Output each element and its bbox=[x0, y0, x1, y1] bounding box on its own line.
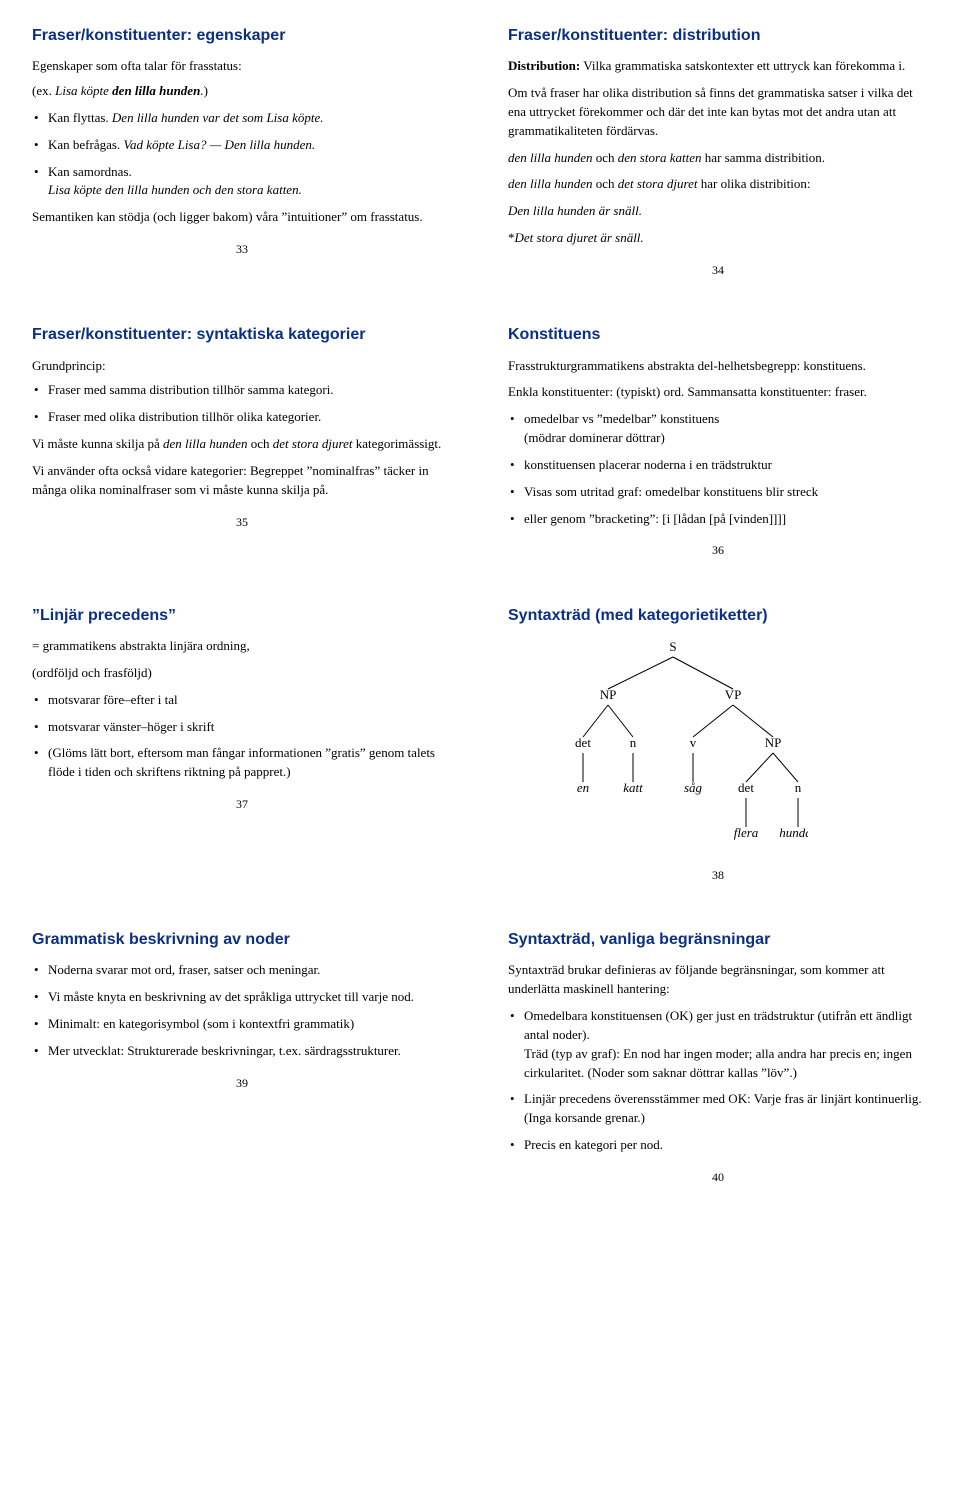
slide-34-p2: Om två fraser har olika distribution så … bbox=[508, 84, 928, 141]
slide-37-p1: = grammatikens abstrakta linjära ordning… bbox=[32, 637, 452, 656]
slide-34-p3: den lilla hunden och den stora katten ha… bbox=[508, 149, 928, 168]
tree-node-label: det bbox=[738, 780, 754, 795]
slide-39-pagenum: 39 bbox=[32, 1075, 452, 1092]
slide-36-title: Konstituens bbox=[508, 323, 928, 346]
slide-40: Syntaxträd, vanliga begränsningar Syntax… bbox=[508, 928, 928, 1186]
slide-40-bullets: Omedelbara konstituensen (OK) ger just e… bbox=[508, 1007, 928, 1155]
slide-40-title: Syntaxträd, vanliga begränsningar bbox=[508, 928, 928, 951]
list-item: Omedelbara konstituensen (OK) ger just e… bbox=[508, 1007, 928, 1082]
tree-node-label: NP bbox=[765, 735, 782, 750]
slide-33: Fraser/konstituenter: egenskaper Egenska… bbox=[32, 24, 452, 279]
slide-33-pagenum: 33 bbox=[32, 241, 452, 258]
slide-33-example: (ex. Lisa köpte den lilla hunden.) bbox=[32, 82, 452, 101]
list-item: motsvarar före–efter i tal bbox=[32, 691, 452, 710]
slide-37-pagenum: 37 bbox=[32, 796, 452, 813]
tree-node-label: VP bbox=[725, 687, 742, 702]
slide-grid: Fraser/konstituenter: egenskaper Egenska… bbox=[32, 24, 928, 1186]
slide-35-title: Fraser/konstituenter: syntaktiska katego… bbox=[32, 323, 452, 346]
slide-37-p2: (ordföljd och frasföljd) bbox=[32, 664, 452, 683]
tree-node-label: såg bbox=[684, 780, 703, 795]
slide-38-title: Syntaxträd (med kategorietiketter) bbox=[508, 604, 928, 627]
list-item: Fraser med samma distribution tillhör sa… bbox=[32, 381, 452, 400]
list-item: Visas som utritad graf: omedelbar konsti… bbox=[508, 483, 928, 502]
list-item: motsvarar vänster–höger i skrift bbox=[32, 718, 452, 737]
slide-34-p1: Distribution: Vilka grammatiska satskont… bbox=[508, 57, 928, 76]
slide-38: Syntaxträd (med kategorietiketter) S NP VP… bbox=[508, 604, 928, 884]
syntax-tree-svg: S NP VP det n v NP en katt såg det n flera hundar bbox=[508, 637, 808, 847]
list-item: Minimalt: en kategorisymbol (som i konte… bbox=[32, 1015, 452, 1034]
list-item: eller genom ”bracketing”: [i [lådan [på … bbox=[508, 510, 928, 529]
slide-35-p2: Vi använder ofta också vidare kategorier… bbox=[32, 462, 452, 500]
tree-node-label: v bbox=[690, 735, 697, 750]
slide-34-p5: Den lilla hunden är snäll. bbox=[508, 202, 928, 221]
slide-39: Grammatisk beskrivning av noder Noderna … bbox=[32, 928, 452, 1186]
slide-33-title: Fraser/konstituenter: egenskaper bbox=[32, 24, 452, 47]
slide-34-p6: *Det stora djuret är snäll. bbox=[508, 229, 928, 248]
slide-39-title: Grammatisk beskrivning av noder bbox=[32, 928, 452, 951]
slide-35-p1: Vi måste kunna skilja på den lilla hunde… bbox=[32, 435, 452, 454]
tree-node-label: n bbox=[630, 735, 637, 750]
tree-node-label: det bbox=[575, 735, 591, 750]
list-item: Kan samordnas.Lisa köpte den lilla hunde… bbox=[32, 163, 452, 201]
slide-34: Fraser/konstituenter: distribution Distr… bbox=[508, 24, 928, 279]
list-item: konstituensen placerar noderna i en träd… bbox=[508, 456, 928, 475]
slide-40-pagenum: 40 bbox=[508, 1169, 928, 1186]
slide-36-p2: Enkla konstituenter: (typiskt) ord. Samm… bbox=[508, 383, 928, 402]
list-item: Precis en kategori per nod. bbox=[508, 1136, 928, 1155]
slide-36-pagenum: 36 bbox=[508, 542, 928, 559]
slide-34-title: Fraser/konstituenter: distribution bbox=[508, 24, 928, 47]
slide-37: ”Linjär precedens” = grammatikens abstra… bbox=[32, 604, 452, 884]
tree-node-label: en bbox=[577, 780, 589, 795]
slide-34-pagenum: 34 bbox=[508, 262, 928, 279]
list-item: Fraser med olika distribution tillhör ol… bbox=[32, 408, 452, 427]
syntax-tree: S NP VP det n v NP en katt såg det n flera hundar bbox=[508, 637, 928, 853]
list-item: Mer utvecklat: Strukturerade beskrivning… bbox=[32, 1042, 452, 1061]
list-item: Linjär precedens överensstämmer med OK: … bbox=[508, 1090, 928, 1128]
slide-35-intro: Grundprincip: bbox=[32, 357, 452, 376]
tree-node-label: flera bbox=[734, 825, 759, 840]
slide-33-bullets: Kan flyttas. Den lilla hunden var det so… bbox=[32, 109, 452, 200]
list-item: omedelbar vs ”medelbar” konstituens(mödr… bbox=[508, 410, 928, 448]
slide-35-pagenum: 35 bbox=[32, 514, 452, 531]
tree-node-label: hundar bbox=[779, 825, 808, 840]
slide-38-pagenum: 38 bbox=[508, 867, 928, 884]
tree-node-label: NP bbox=[600, 687, 617, 702]
tree-node-label: n bbox=[795, 780, 802, 795]
slide-33-after: Semantiken kan stödja (och ligger bakom)… bbox=[32, 208, 452, 227]
slide-35-bullets: Fraser med samma distribution tillhör sa… bbox=[32, 381, 452, 427]
slide-36: Konstituens Frasstrukturgrammatikens abs… bbox=[508, 323, 928, 559]
slide-40-p1: Syntaxträd brukar definieras av följande… bbox=[508, 961, 928, 999]
list-item: Noderna svarar mot ord, fraser, satser o… bbox=[32, 961, 452, 980]
slide-37-bullets: motsvarar före–efter i tal motsvarar väns… bbox=[32, 691, 452, 782]
list-item: (Glöms lätt bort, eftersom man fångar in… bbox=[32, 744, 452, 782]
slide-33-intro: Egenskaper som ofta talar för frasstatus… bbox=[32, 57, 452, 76]
slide-34-p4: den lilla hunden och det stora djuret ha… bbox=[508, 175, 928, 194]
slide-39-bullets: Noderna svarar mot ord, fraser, satser o… bbox=[32, 961, 452, 1060]
slide-35: Fraser/konstituenter: syntaktiska katego… bbox=[32, 323, 452, 559]
tree-node-label: katt bbox=[623, 780, 643, 795]
slide-36-p1: Frasstrukturgrammatikens abstrakta del-h… bbox=[508, 357, 928, 376]
list-item: Kan befrågas. Vad köpte Lisa? — Den lill… bbox=[32, 136, 452, 155]
slide-36-bullets: omedelbar vs ”medelbar” konstituens(mödr… bbox=[508, 410, 928, 528]
list-item: Vi måste knyta en beskrivning av det spr… bbox=[32, 988, 452, 1007]
tree-node-label: S bbox=[669, 639, 676, 654]
slide-37-title: ”Linjär precedens” bbox=[32, 604, 452, 627]
list-item: Kan flyttas. Den lilla hunden var det so… bbox=[32, 109, 452, 128]
